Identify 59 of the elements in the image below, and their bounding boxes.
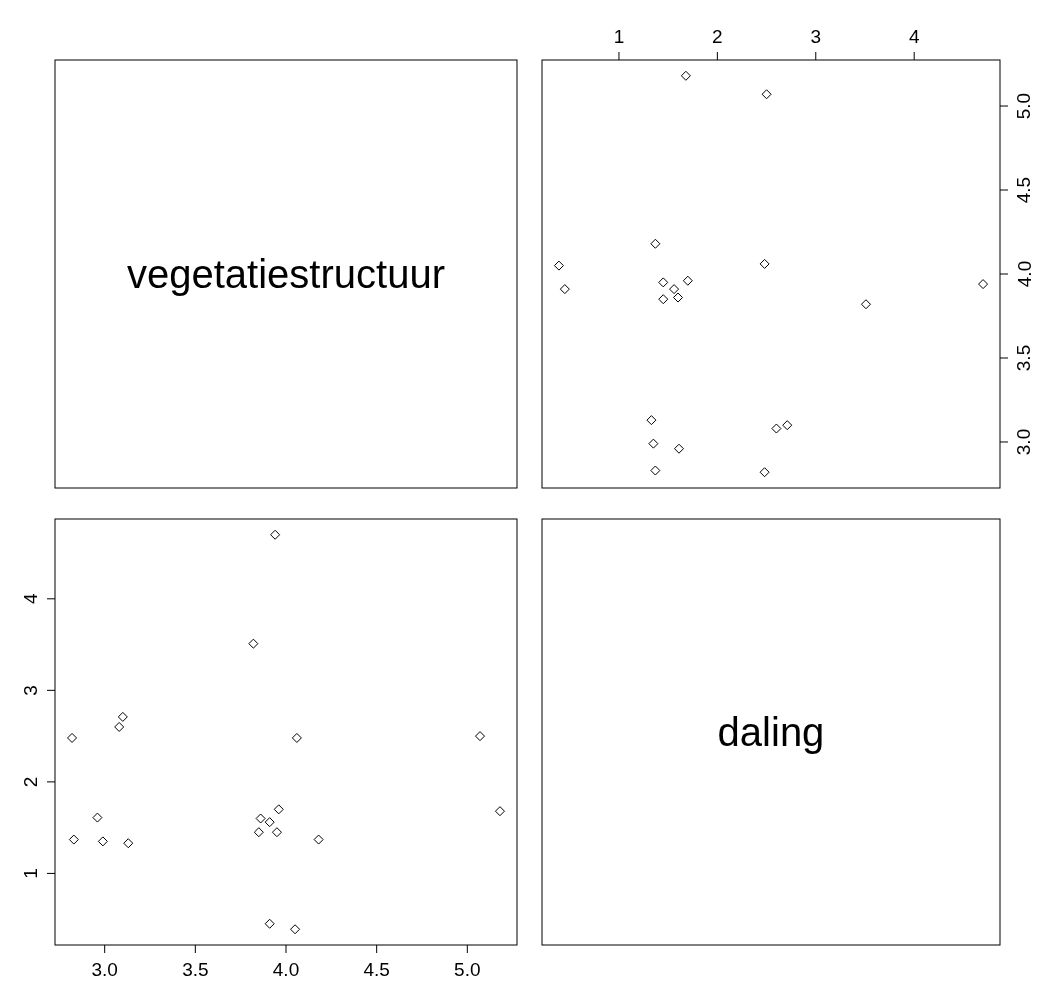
point	[68, 834, 79, 845]
x-tick-label: 4	[908, 25, 920, 47]
point	[658, 277, 669, 288]
point	[290, 924, 301, 935]
x-tick-label: 2	[712, 25, 723, 47]
point	[264, 817, 275, 828]
point	[117, 711, 128, 722]
point	[673, 443, 684, 454]
x-tick-label: 4.5	[363, 958, 390, 980]
text: daling	[717, 710, 825, 754]
x-tick-label: 3.0	[91, 958, 118, 980]
point	[650, 238, 661, 249]
y-tick-label: 4.5	[1013, 176, 1035, 204]
point	[494, 806, 505, 817]
point	[759, 258, 770, 269]
point	[669, 284, 680, 295]
y-tick-label: 4	[20, 593, 42, 605]
y-tick-label: 3.0	[1013, 428, 1035, 456]
point	[248, 638, 259, 649]
point	[658, 294, 669, 305]
point	[291, 732, 302, 743]
point	[92, 812, 103, 823]
x-tick-label: 4.0	[272, 958, 300, 980]
point	[97, 836, 108, 847]
y-tick-label: 4.0	[1013, 260, 1035, 288]
y-tick-label: 5.0	[1013, 92, 1035, 120]
y-tick-label: 2	[20, 776, 42, 788]
point	[680, 70, 691, 81]
point	[264, 918, 275, 929]
point	[255, 813, 266, 824]
x-tick-label: 3	[810, 25, 822, 47]
y-tick-label: 3	[20, 685, 42, 696]
y-tick-label: 1	[20, 868, 42, 879]
point	[559, 284, 570, 295]
point	[646, 415, 657, 426]
x-tick-label: 5.0	[454, 958, 481, 980]
text: vegetatiestructuur	[127, 252, 445, 296]
point	[682, 275, 693, 286]
point	[978, 279, 989, 290]
point	[771, 423, 782, 434]
point	[273, 804, 284, 815]
point	[782, 420, 793, 431]
point	[271, 827, 282, 838]
point	[114, 721, 125, 732]
point	[761, 89, 772, 100]
point	[553, 260, 564, 271]
y-tick-label: 3.5	[1013, 344, 1035, 372]
point	[270, 529, 281, 540]
point	[123, 838, 134, 849]
point	[313, 834, 324, 845]
point	[648, 438, 659, 449]
point	[650, 465, 661, 476]
point	[67, 732, 78, 743]
x-tick-label: 3.5	[182, 958, 209, 980]
x-tick-label: 1	[613, 25, 625, 47]
point	[475, 731, 486, 742]
point	[253, 827, 264, 838]
point	[860, 299, 871, 310]
point	[759, 467, 770, 478]
